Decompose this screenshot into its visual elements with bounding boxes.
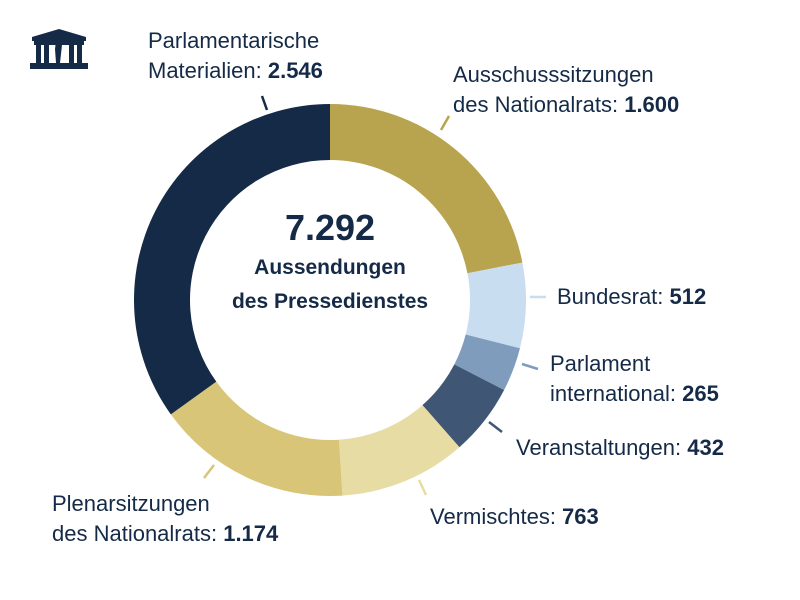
label-text: Plenarsitzungen <box>52 491 210 516</box>
donut-slice-bundesrat <box>465 262 526 349</box>
donut-slice-parlamentarische-materialien <box>134 104 330 415</box>
label-plenarsitzungen: Plenarsitzungen des Nationalrats: 1.174 <box>52 489 278 549</box>
label-vermischtes: Vermischtes: 763 <box>430 502 599 532</box>
label-parlament-international: Parlament international: 265 <box>550 349 719 409</box>
leader-line <box>203 464 215 479</box>
label-text: international: <box>550 381 683 406</box>
leader-line <box>521 362 539 371</box>
label-text: des Nationalrats: <box>52 521 224 546</box>
donut-center: 7.292 Aussendungen des Pressedienstes <box>190 205 470 319</box>
donut-slice-veranstaltungen <box>422 364 505 448</box>
center-label-line1: Aussendungen <box>254 256 406 279</box>
leader-line <box>260 95 269 111</box>
label-bundesrat: Bundesrat: 512 <box>557 282 706 312</box>
label-text: Parlament <box>550 351 651 376</box>
data-label: 432 <box>687 435 724 460</box>
label-text: Materialien: <box>148 58 268 83</box>
label-ausschusssitzungen: Ausschusssitzungen des Nationalrats: 1.6… <box>453 60 679 120</box>
donut-slice-vermischtes <box>338 405 460 496</box>
label-parlamentarische-materialien: Parlamentarische Materialien: 2.546 <box>148 26 323 86</box>
donut-slice-ausschusssitzungen-des-nationalrats <box>330 104 523 274</box>
label-text: Bundesrat: <box>557 284 670 309</box>
data-label: 1.600 <box>624 92 680 117</box>
data-label: 512 <box>669 284 707 309</box>
data-label: 2.546 <box>267 58 323 83</box>
parliament-logo-icon <box>30 27 88 74</box>
leader-line <box>439 115 451 131</box>
label-text: Ausschusssitzungen <box>453 62 654 87</box>
donut-slice-plenarsitzungen-des-nationalrats <box>170 381 343 496</box>
data-label: 1.174 <box>223 521 279 546</box>
total-value: 7.292 <box>284 207 376 248</box>
label-veranstaltungen: Veranstaltungen: 432 <box>516 433 724 463</box>
label-text: Parlamentarische <box>148 28 320 53</box>
label-text: Vermischtes: <box>430 504 563 529</box>
leader-line <box>488 421 503 433</box>
leader-line <box>417 479 428 496</box>
label-text: des Nationalrats: <box>453 92 625 117</box>
data-label: 763 <box>562 504 599 529</box>
data-label: 265 <box>682 381 719 406</box>
donut-slice-parlament-international <box>454 334 520 391</box>
label-text: Veranstaltungen: <box>516 435 688 460</box>
center-label-line2: des Pressedienstes <box>231 290 429 313</box>
